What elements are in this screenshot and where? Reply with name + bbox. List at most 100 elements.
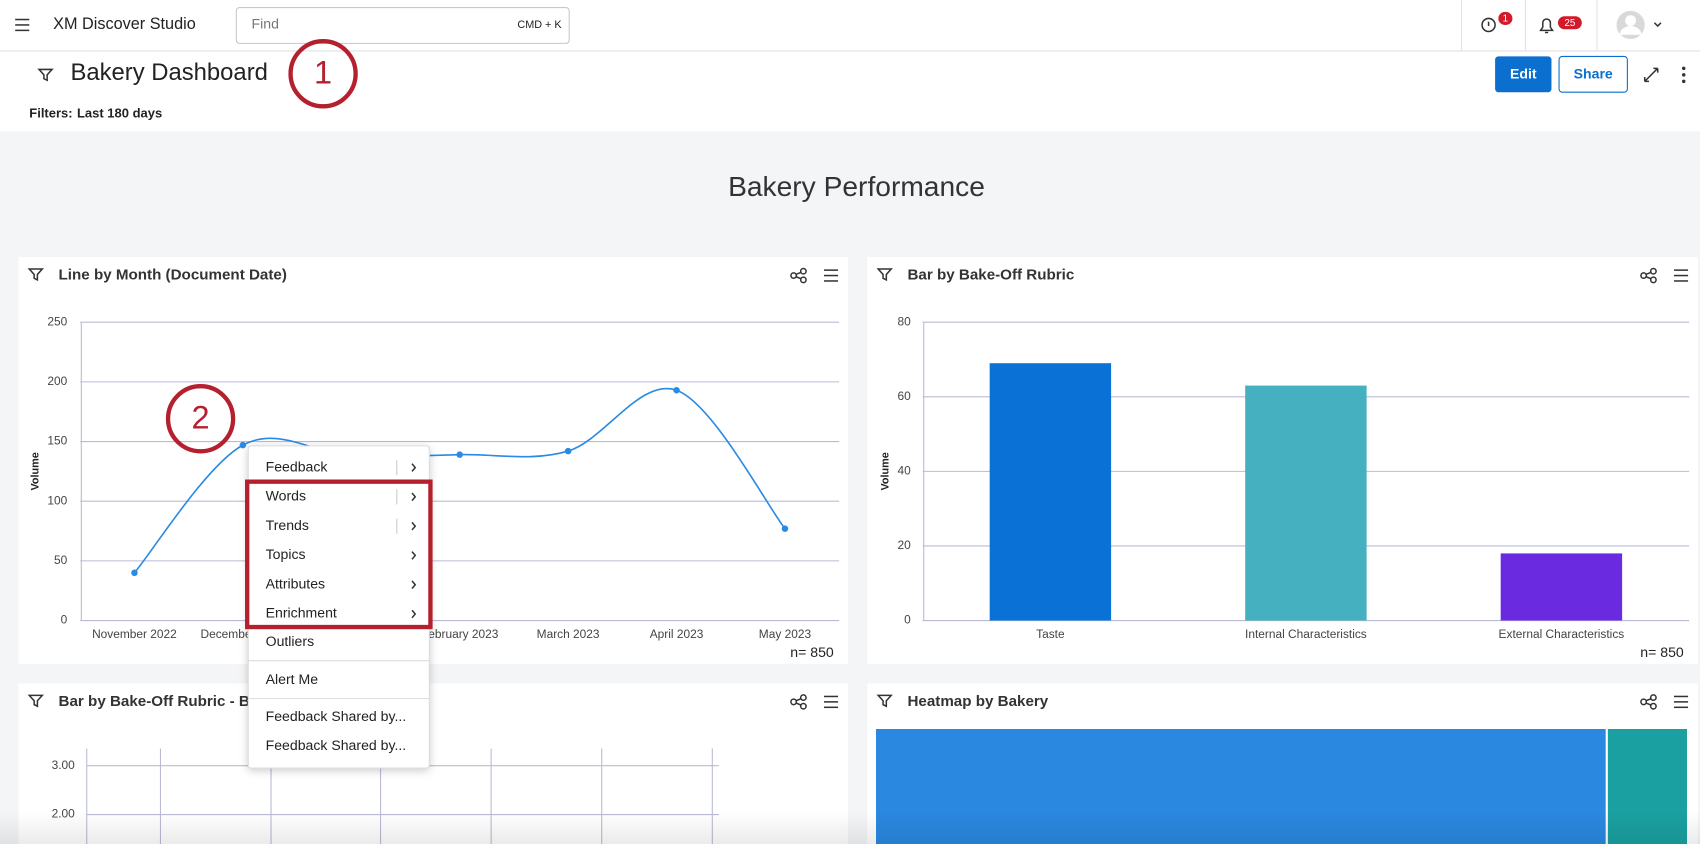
dashboard-title: Bakery Dashboard: [70, 59, 267, 86]
annotation-label: 2: [192, 399, 210, 435]
menu-item[interactable]: Words: [266, 488, 306, 504]
alerts-button[interactable]: 1: [1481, 11, 1513, 33]
submenu-chevron: [411, 551, 417, 560]
submenu-chevron: [411, 463, 417, 472]
x-tick-label: Internal Characteristics: [1245, 627, 1367, 641]
annotation-circle: [165, 384, 236, 454]
widget-title: Line by Month (Document Date): [59, 267, 287, 284]
annotation-label: 1: [314, 54, 332, 90]
y-tick-label: 40: [897, 464, 911, 478]
widget-share-icon[interactable]: [1640, 694, 1657, 710]
point: [564, 447, 572, 455]
search-box[interactable]: [235, 7, 570, 44]
icon-part: [790, 272, 798, 280]
x-tick-label: May 2023: [759, 627, 812, 641]
widget-title: Heatmap by Bakery: [907, 693, 1048, 710]
y-axis-label: Volume: [30, 452, 42, 490]
y-axis-label: Volume: [880, 452, 892, 490]
submenu-chevron: [411, 492, 417, 502]
icon-part: [799, 694, 807, 702]
bar: [1245, 385, 1367, 621]
widget-panel: [18, 257, 848, 664]
app-name: XM Discover Studio: [53, 15, 196, 33]
menu-item[interactable]: Attributes: [266, 575, 325, 591]
icon-part: [1640, 698, 1648, 706]
point: [456, 451, 463, 458]
widget-share-icon[interactable]: [790, 694, 807, 710]
user-menu[interactable]: [1616, 10, 1662, 40]
filter-icon[interactable]: [37, 68, 54, 82]
x-tick-label: March 2023: [537, 627, 600, 641]
x-tick-label: Taste: [1036, 627, 1065, 641]
y-tick-label: 50: [54, 553, 68, 567]
y-tick-label: 0: [61, 613, 68, 627]
point: [673, 386, 680, 394]
widget-footer: n= 850: [790, 644, 834, 660]
bar: [1500, 553, 1623, 621]
widget-filter-icon[interactable]: [876, 268, 893, 282]
submenu-chevron: [411, 609, 417, 619]
widget-title: Bar by Bake-Off Rubric: [907, 267, 1074, 284]
widget-filter-icon[interactable]: [27, 268, 44, 282]
widget-filter-icon[interactable]: [27, 694, 44, 708]
section-title: Bakery Performance: [728, 170, 985, 202]
y-tick-label: 200: [47, 374, 67, 388]
bar: [989, 363, 1112, 621]
x-tick-label: November 2022: [92, 627, 177, 641]
menu-item[interactable]: Alert Me: [266, 671, 319, 687]
icon-part: [799, 702, 807, 710]
menu-item[interactable]: Feedback Shared by...: [266, 737, 407, 753]
icon-part: [795, 271, 802, 280]
widget-menu-icon[interactable]: [1673, 695, 1689, 709]
fullscreen-button[interactable]: [1643, 67, 1659, 83]
alerts-badge: 1: [1503, 14, 1508, 25]
more-button[interactable]: [1682, 66, 1686, 84]
widget-menu-icon[interactable]: [823, 695, 839, 709]
y-tick-label: 60: [897, 389, 911, 403]
widget-footer: n= 850: [1640, 644, 1684, 660]
icon-part: [1649, 694, 1657, 702]
menu-item[interactable]: Outliers: [266, 633, 315, 649]
menu-item[interactable]: Feedback: [266, 458, 329, 474]
share-button[interactable]: [1558, 55, 1628, 93]
widget-filter-icon[interactable]: [876, 694, 893, 708]
menu-item[interactable]: Enrichment: [266, 605, 337, 621]
menu-button[interactable]: [15, 18, 30, 32]
y-tick-label: 100: [47, 493, 67, 507]
menu-item[interactable]: Feedback Shared by...: [266, 708, 407, 724]
widget: Bar by Bake-Off Rubric n= 850 0 20 40 60 80 Vol…: [867, 257, 1698, 664]
y-tick-label: 80: [897, 314, 911, 328]
icon-part: [1649, 276, 1657, 284]
y-tick-label: 0: [904, 613, 911, 627]
search-placeholder: Find: [252, 16, 279, 32]
icon-part: [1649, 702, 1657, 710]
icon-part: [1645, 271, 1652, 280]
widget-menu-icon[interactable]: [1673, 269, 1689, 282]
widget: Line by Month (Document Date) n= 850 0 50 10…: [18, 257, 848, 664]
icon-part: [1640, 272, 1648, 280]
highlight-box: [245, 479, 433, 630]
y-tick-label: 20: [897, 538, 911, 552]
annotation-circle: [288, 39, 358, 109]
y-tick-label: 3.00: [52, 758, 76, 772]
menu-item[interactable]: Trends: [266, 517, 309, 533]
widget-menu-icon[interactable]: [823, 269, 839, 282]
edit-button[interactable]: [1495, 56, 1552, 93]
notifications-badge: 25: [1564, 18, 1575, 29]
edit-button-label: Edit: [1510, 66, 1537, 82]
bottom-shadow: [0, 811, 1700, 844]
point: [131, 569, 138, 577]
submenu-chevron: [411, 521, 417, 531]
menu-item[interactable]: Topics: [266, 546, 306, 562]
icon-part: [790, 698, 798, 706]
y-tick-label: 150: [47, 434, 67, 448]
widget-share-icon[interactable]: [1640, 267, 1657, 284]
x-tick-label: February 2023: [421, 627, 499, 641]
widget-share-icon[interactable]: [790, 267, 807, 284]
share-button-label: Share: [1574, 66, 1613, 82]
y-tick-label: 250: [47, 314, 67, 328]
x-tick-label: April 2023: [650, 627, 704, 641]
context-menu: Feedback Words Trends Topics Attributes Enric…: [247, 445, 430, 769]
notifications-button[interactable]: 25: [1539, 16, 1582, 34]
